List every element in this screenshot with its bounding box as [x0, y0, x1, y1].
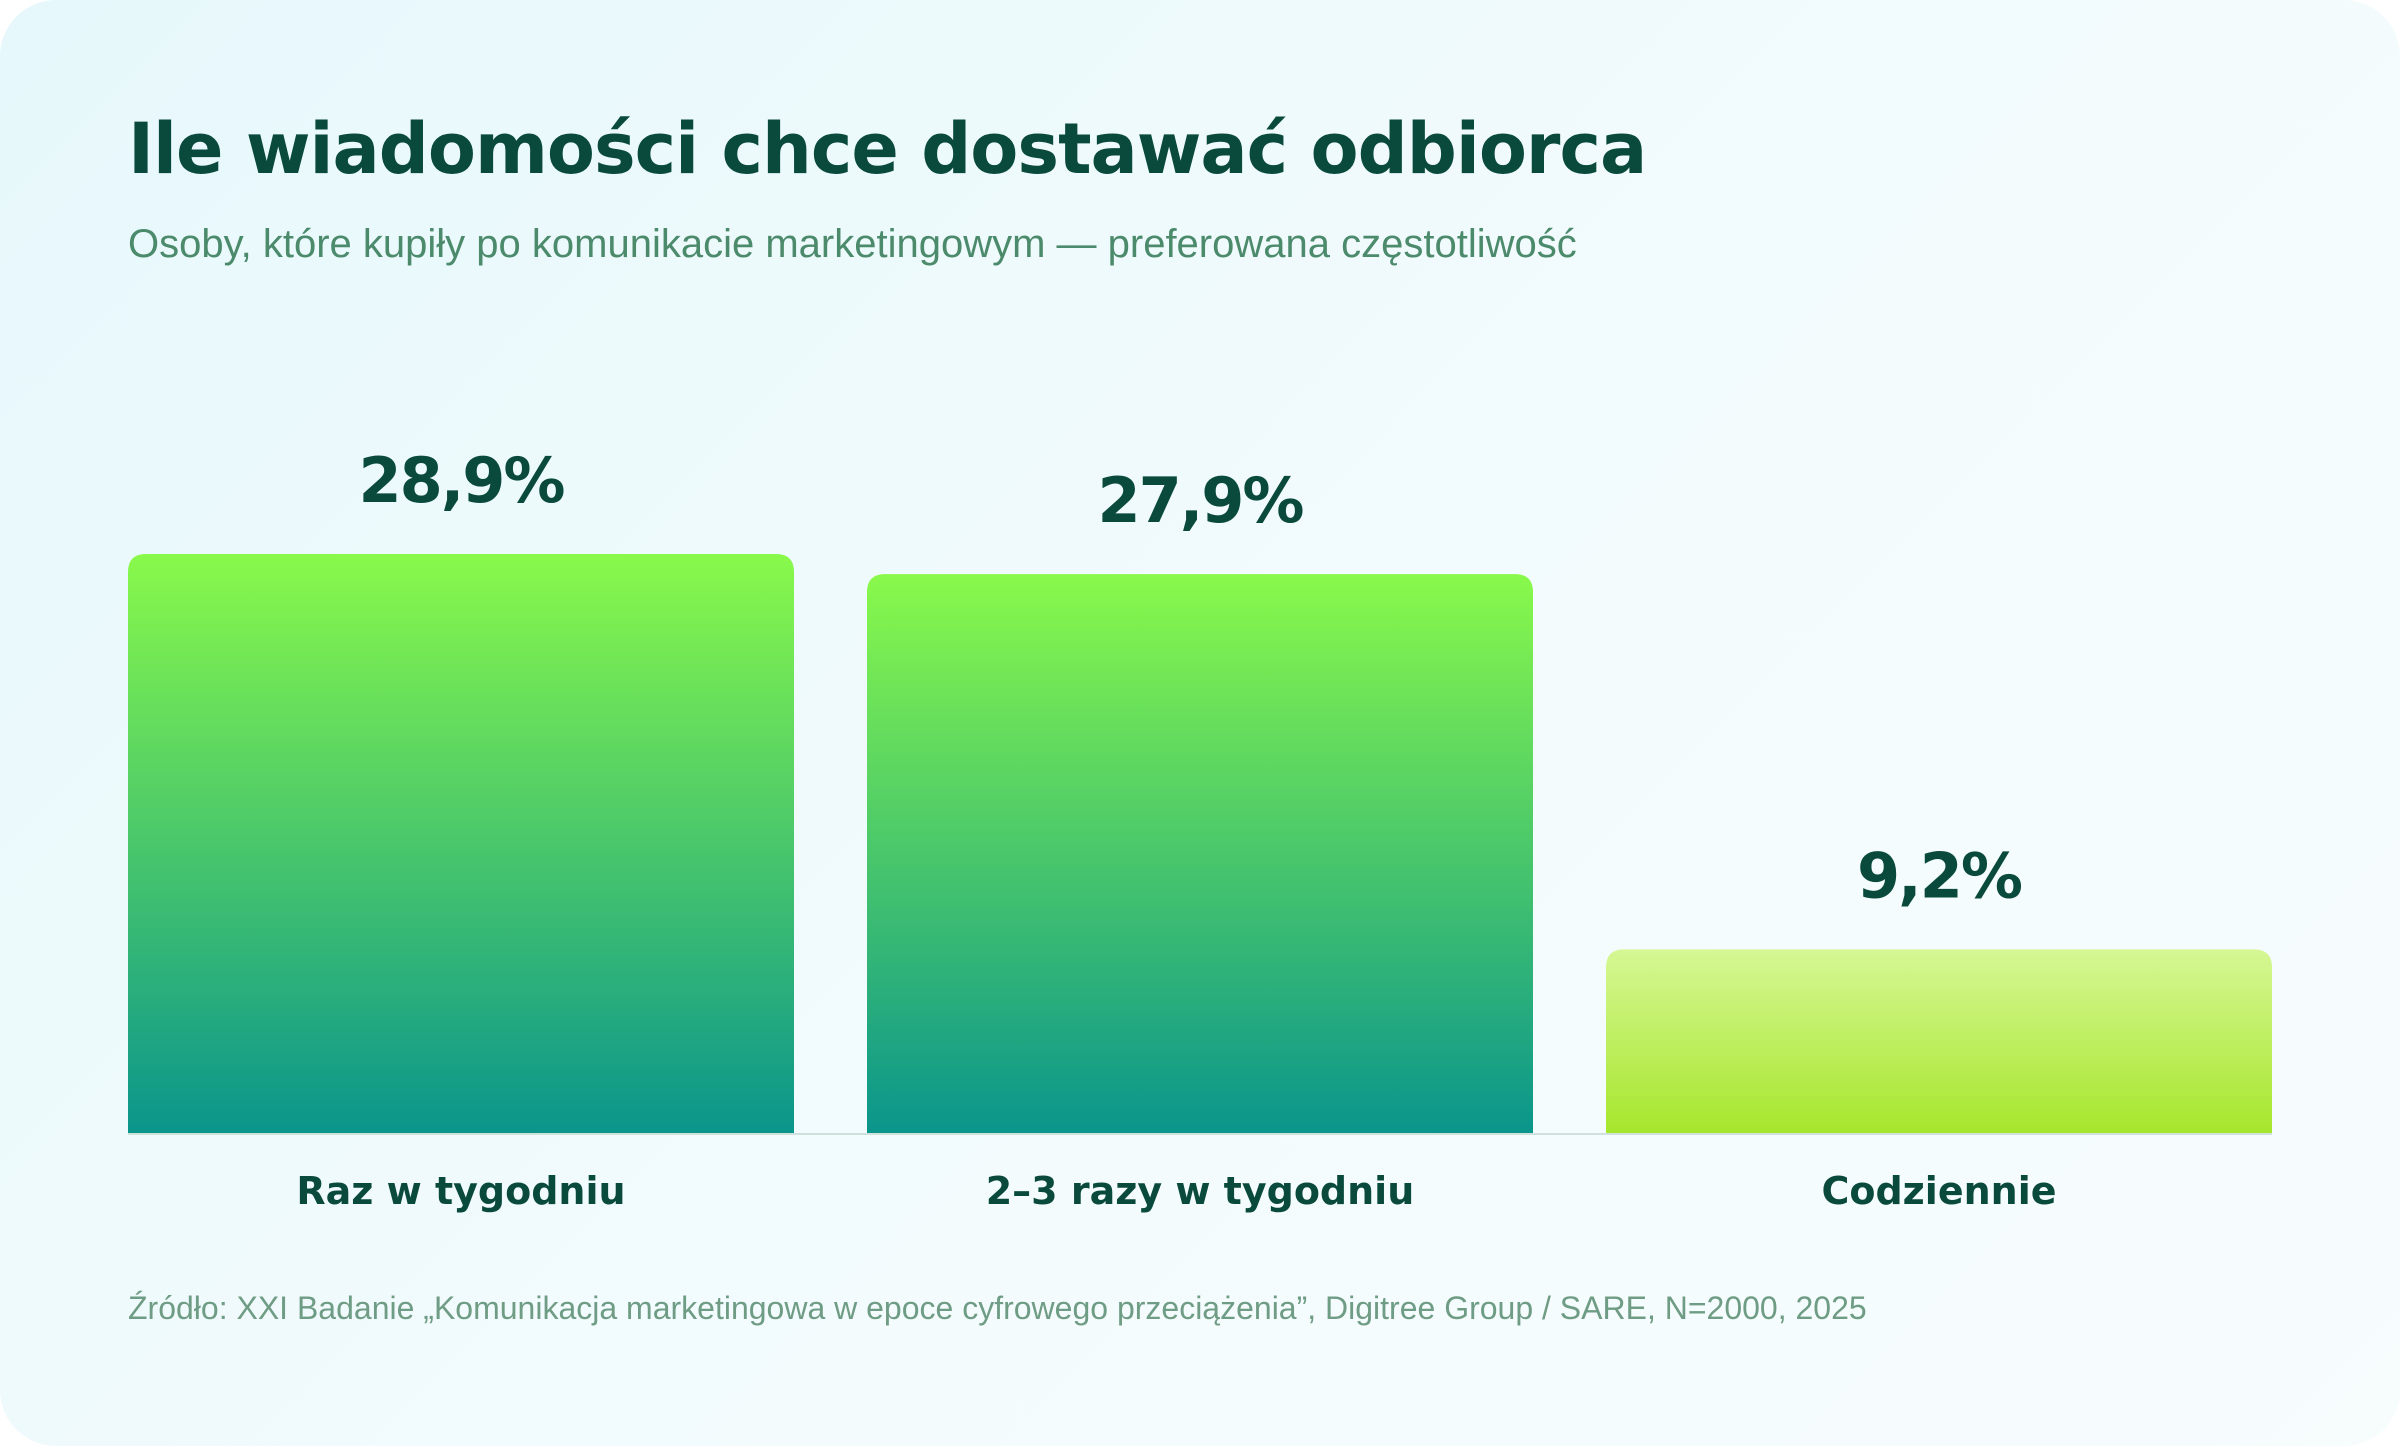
category-label-1: Raz w tygodniu [296, 1169, 625, 1213]
category-label-2: 2–3 razy w tygodniu [986, 1169, 1415, 1213]
bar-3 [1606, 949, 2272, 1134]
value-label-2: 27,9% [1097, 464, 1303, 537]
bar-1 [128, 554, 794, 1134]
category-label-3: Codziennie [1821, 1169, 2056, 1213]
value-label-3: 9,2% [1857, 839, 2022, 912]
source-note: Źródło: XXI Badanie „Komunikacja marketi… [128, 1290, 1867, 1326]
value-label-1: 28,9% [358, 444, 564, 517]
chart-title: Ile wiadomości chce dostawać odbiorca [128, 108, 1647, 190]
bar-2 [867, 574, 1533, 1134]
chart-subtitle: Osoby, które kupiły po komunikacie marke… [128, 222, 1577, 266]
bars-layer: 28,9% Raz w tygodniu 27,9% 2–3 razy w tygod… [128, 444, 2272, 1213]
